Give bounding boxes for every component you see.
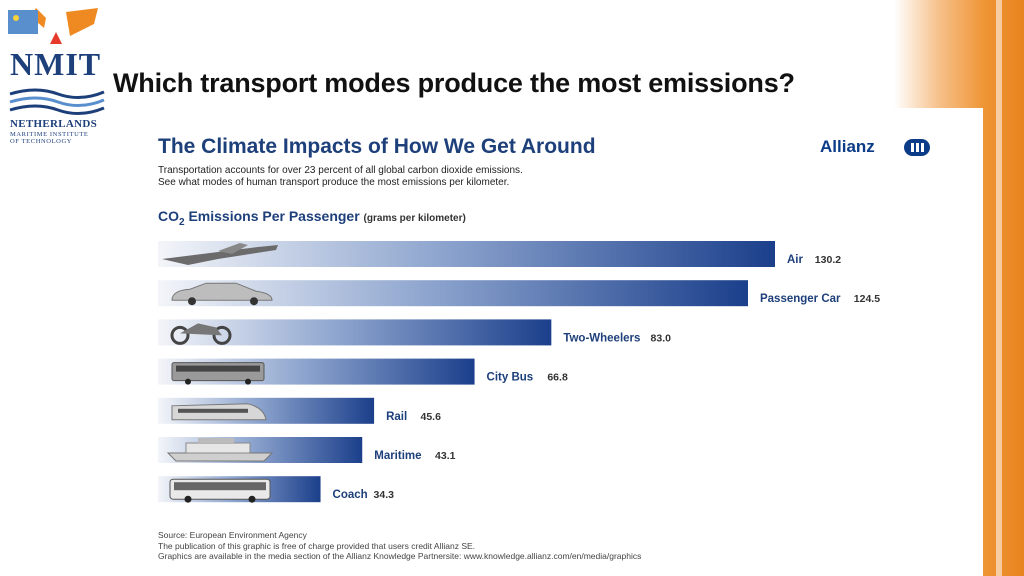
slide-title: Which transport modes produce the most e… (113, 68, 795, 98)
nmit-logo-icon (8, 8, 105, 115)
category-label: Coach (333, 489, 368, 501)
bar-air (158, 241, 775, 267)
value-label: 43.1 (435, 450, 456, 462)
footer-source: Source: European Environment Agency (158, 530, 307, 540)
intro-text: Transportation accounts for over 23 perc… (158, 165, 523, 189)
category-label: City Bus (487, 372, 534, 384)
category-label: Air (787, 254, 804, 266)
logo-line2: Maritime Institute (10, 131, 89, 138)
category-label: Passenger Car (760, 293, 841, 305)
car-icon (171, 282, 273, 306)
motorcycle-icon (170, 323, 232, 345)
value-label: 124.5 (854, 293, 880, 305)
intro-line-1: Transportation accounts for over 23 perc… (158, 165, 523, 176)
footer-credit: The publication of this graphic is free … (158, 540, 476, 551)
subhead-subscript: 2 (179, 217, 185, 228)
category-label: Rail (386, 411, 407, 423)
footer-text: Source: European Environment Agency The … (158, 530, 641, 562)
value-label: 83.0 (651, 332, 672, 344)
allianz-logo-icon (904, 139, 930, 156)
logo-line3: of Technology (10, 138, 73, 145)
logo-line1: Netherlands (10, 118, 98, 130)
logo-name: NMIT (10, 46, 102, 82)
subhead-unit: (grams per kilometer) (363, 213, 466, 224)
footer-link: Graphics are available in the media sect… (158, 551, 642, 561)
airplane-icon (162, 243, 278, 265)
bar-two-wheelers (158, 319, 552, 346)
intro-line-2: See what modes of human transport produc… (158, 177, 510, 188)
bus-icon (171, 362, 265, 385)
value-label: 66.8 (547, 372, 568, 384)
category-label: Maritime (374, 450, 421, 462)
brand-name: Allianz (820, 137, 875, 156)
subhead-rest: Emissions Per Passenger (184, 208, 360, 224)
infographic-title: The Climate Impacts of How We Get Around (158, 135, 596, 158)
train-icon (171, 403, 267, 421)
chart-subhead: CO2 Emissions Per Passenger (grams per k… (158, 208, 466, 228)
coach-icon (169, 478, 271, 503)
value-label: 45.6 (420, 411, 441, 423)
value-label: 34.3 (374, 489, 395, 501)
subhead-co: CO (158, 208, 179, 224)
ship-icon (166, 438, 274, 462)
category-label: Two-Wheelers (563, 332, 640, 344)
value-label: 130.2 (815, 254, 841, 266)
